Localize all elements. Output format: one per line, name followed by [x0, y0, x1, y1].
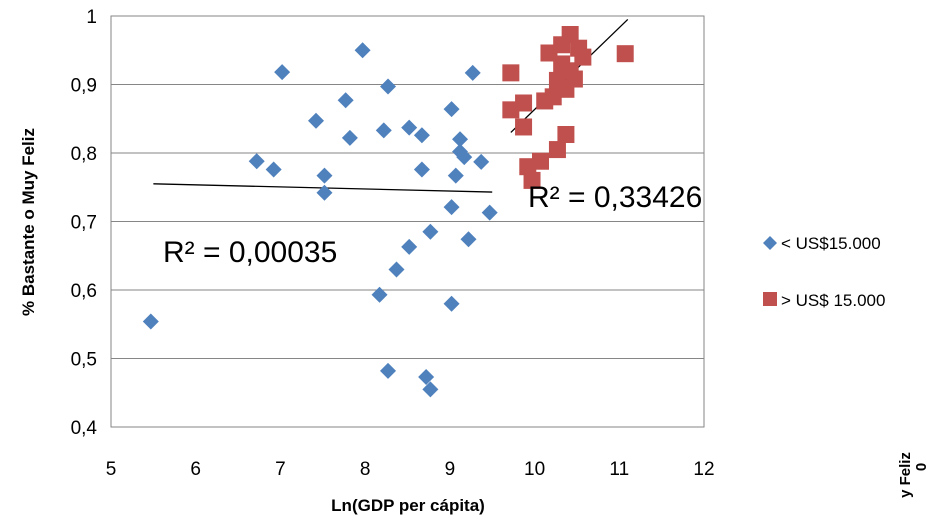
data-point-diamond: [473, 153, 490, 170]
x-axis-ticks: 5 6 7 8 9 10 11 12: [106, 459, 715, 480]
y-tick-label: 1: [86, 7, 97, 28]
data-point-diamond: [380, 362, 397, 379]
x-tick-label: 10: [524, 459, 545, 480]
data-point-square: [548, 141, 566, 159]
data-point-diamond: [274, 64, 291, 81]
data-point-diamond: [447, 167, 464, 184]
data-point-diamond: [422, 381, 439, 398]
y-tick-label: 0,9: [71, 76, 97, 97]
data-point-diamond: [375, 122, 392, 139]
plot-area: [110, 15, 705, 428]
data-point-diamond: [380, 78, 397, 95]
data-point-diamond: [452, 131, 469, 148]
legend: < US$15.000 > US$ 15.000: [763, 234, 885, 310]
x-tick-label: 5: [106, 459, 117, 480]
r-squared-label-high-income: R² = 0,33426: [528, 181, 702, 214]
data-point-diamond: [316, 184, 333, 201]
data-point-diamond: [443, 199, 460, 216]
data-point-square: [557, 126, 575, 144]
data-point-diamond: [401, 119, 418, 136]
data-point-diamond: [418, 368, 435, 385]
data-point-diamond: [248, 153, 265, 170]
data-point-diamond: [142, 313, 159, 330]
data-points: [142, 25, 634, 398]
data-point-diamond: [443, 295, 460, 312]
y-tick-label: 0,5: [71, 350, 97, 371]
data-point-diamond: [456, 149, 473, 166]
data-point-square: [502, 64, 520, 82]
y-tick-label: 0,4: [71, 418, 98, 439]
legend-label-low-income: < US$15.000: [781, 234, 881, 253]
legend-item-high-income: > US$ 15.000: [763, 291, 885, 310]
data-point-square: [561, 25, 579, 43]
data-point-square: [523, 171, 541, 189]
y-tick-label: 0,8: [71, 144, 97, 165]
data-point-diamond: [371, 286, 388, 303]
x-tick-label: 8: [360, 459, 371, 480]
data-point-square: [532, 152, 550, 170]
x-tick-label: 12: [693, 459, 714, 480]
data-point-square: [616, 45, 634, 63]
data-point-square: [515, 94, 533, 112]
clipped-axis-fragment: y Feliz: [897, 452, 914, 498]
data-point-diamond: [464, 64, 481, 81]
data-point-diamond: [341, 129, 358, 146]
x-axis-title: Ln(GDP per cápita): [331, 496, 485, 515]
y-axis-ticks: 0,4 0,5 0,6 0,7 0,8 0,9 1: [71, 7, 98, 439]
data-point-diamond: [401, 238, 418, 255]
legend-label-high-income: > US$ 15.000: [781, 291, 885, 310]
y-axis-title: % Bastante o Muy Feliz: [19, 128, 38, 316]
data-point-diamond: [337, 92, 354, 109]
data-point-diamond: [354, 42, 371, 59]
x-tick-label: 9: [445, 459, 456, 480]
r-squared-label-low-income: R² = 0,00035: [163, 236, 337, 269]
y-tick-label: 0,7: [71, 213, 97, 234]
data-point-diamond: [413, 127, 430, 144]
x-tick-label: 11: [609, 459, 629, 480]
x-tick-label: 6: [190, 459, 201, 480]
data-point-diamond: [481, 204, 498, 221]
square-marker-icon: [763, 292, 777, 306]
data-point-diamond: [422, 223, 439, 240]
data-point-diamond: [460, 231, 477, 248]
y-tick-label: 0,6: [71, 281, 97, 302]
data-point-diamond: [308, 112, 325, 129]
gridlines: [111, 15, 704, 428]
legend-item-low-income: < US$15.000: [763, 234, 881, 253]
data-point-square: [565, 70, 583, 88]
diamond-marker-icon: [763, 236, 777, 250]
data-point-square: [515, 118, 533, 136]
clipped-axis-digit: 0: [913, 463, 927, 471]
data-point-diamond: [265, 161, 282, 178]
data-point-square: [574, 48, 592, 66]
data-point-diamond: [316, 167, 333, 184]
data-point-diamond: [388, 261, 405, 278]
data-point-diamond: [413, 161, 430, 178]
data-point-diamond: [443, 101, 460, 118]
x-tick-label: 7: [275, 459, 286, 480]
